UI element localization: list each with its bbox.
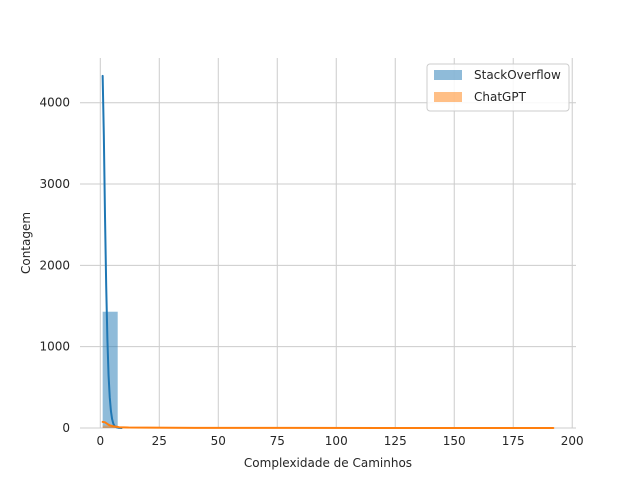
y-tick-label: 0 (62, 421, 70, 435)
bar-chatgpt (102, 425, 118, 428)
y-tick-label: 2000 (39, 258, 70, 272)
plot-background (80, 58, 576, 428)
x-tick-label: 175 (502, 434, 525, 448)
legend-label-stackoverflow: StackOverflow (474, 68, 561, 82)
legend-swatch-stackoverflow (434, 70, 462, 80)
x-tick-label: 50 (211, 434, 226, 448)
x-tick-label: 150 (443, 434, 466, 448)
kde-line-chatgpt (101, 420, 555, 429)
legend-box (426, 63, 570, 112)
y-tick-label: 4000 (39, 96, 70, 110)
y-axis-label: Contagem (19, 212, 33, 274)
x-tick-label: 25 (152, 434, 167, 448)
x-tick-label: 200 (561, 434, 584, 448)
x-tick-label: 125 (384, 434, 407, 448)
legend-swatch-chatgpt (434, 92, 462, 102)
x-tick-label: 100 (325, 434, 348, 448)
x-axis-label: Complexidade de Caminhos (244, 456, 412, 470)
x-tick-label: 75 (270, 434, 285, 448)
y-tick-label: 3000 (39, 177, 70, 191)
x-tick-label: 0 (96, 434, 104, 448)
bar-stackoverflow (102, 311, 118, 428)
y-tick-label: 1000 (39, 340, 70, 354)
legend-label-chatgpt: ChatGPT (474, 90, 527, 104)
legend: StackOverflow ChatGPT (426, 63, 570, 112)
kde-curves (101, 74, 555, 429)
